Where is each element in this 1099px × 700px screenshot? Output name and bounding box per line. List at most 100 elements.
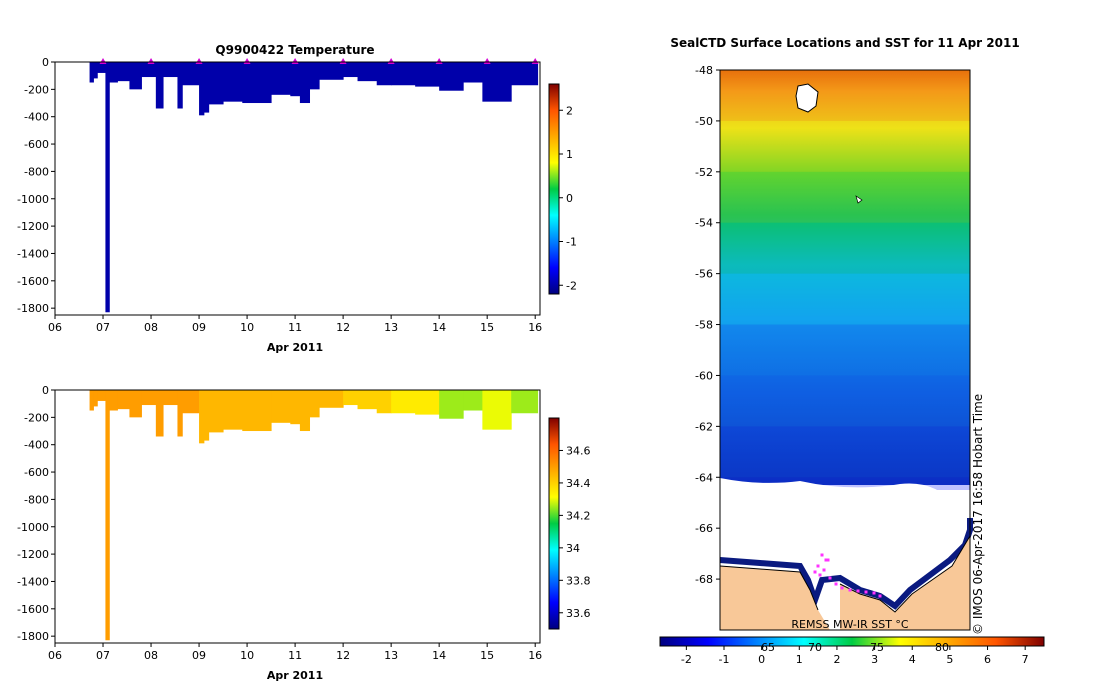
- y-tick-label: -600: [24, 466, 49, 479]
- map-y-axis: -48 -50 -52 -54 -56 -58 -60 -62 -64 -66 -68: [695, 64, 720, 586]
- x-tick-label: 08: [144, 649, 158, 662]
- panel2-colorbar: [548, 417, 560, 630]
- map-lon-tick-label: 65: [761, 641, 775, 654]
- profile-bar-20: [309, 62, 320, 90]
- heard-island: [855, 195, 863, 204]
- day-marker: [387, 58, 395, 64]
- seal-location-marker: [864, 590, 868, 594]
- x-tick-label: 07: [96, 649, 110, 662]
- map-lon-tick-label: 70: [808, 641, 822, 654]
- x-tick-label: 10: [240, 321, 254, 334]
- map-colorbar-tick-label: 0: [758, 653, 765, 666]
- profile-bar-18: [290, 390, 301, 425]
- profile-bar-23: [357, 62, 378, 82]
- profile-bar-27: [439, 390, 464, 419]
- y-tick-label: -1200: [17, 548, 49, 561]
- sst-band-1: [720, 120, 970, 172]
- profile-bar-1: [93, 62, 98, 79]
- x-tick-label: 06: [48, 649, 62, 662]
- x-tick-label: 08: [144, 321, 158, 334]
- seal-location-marker: [818, 573, 822, 577]
- land-east: [840, 536, 970, 630]
- panel2-x-label: Apr 2011: [267, 669, 323, 682]
- panel2-y-axis: 0 -200 -400 -600 -800 -1000 -1200 -1400 -1600 -18…: [17, 384, 55, 643]
- map-y-tick-label: -68: [695, 573, 713, 586]
- seal-location-marker: [816, 564, 820, 568]
- x-tick-label: 07: [96, 321, 110, 334]
- y-tick-label: -800: [24, 493, 49, 506]
- map-colorbar-tick-label: -2: [681, 653, 692, 666]
- profile-bar-11: [182, 390, 200, 414]
- profile-bar-19: [299, 62, 311, 104]
- profile-bar-7: [141, 390, 157, 406]
- panel1-frame: [54, 61, 541, 316]
- x-tick-label: 13: [384, 321, 398, 334]
- profile-bar-12: [199, 390, 205, 444]
- map-y-tick-label: -60: [695, 369, 713, 382]
- sst-band-3: [720, 222, 970, 274]
- map-side-label: © IMOS 06-Apr-2017 16:58 Hobart Time: [971, 394, 985, 635]
- profile-bar-25: [391, 390, 416, 414]
- profile-bar-10: [177, 62, 183, 109]
- seal-location-marker: [848, 588, 852, 592]
- map-source-label: REMSS MW-IR SST °C: [791, 618, 909, 631]
- seal-location-marker: [828, 576, 832, 580]
- profile-bar-5: [117, 390, 130, 410]
- y-tick-label: -800: [24, 165, 49, 178]
- colorbar-tick-label: 2: [566, 104, 573, 117]
- map-y-tick-label: -54: [695, 217, 713, 230]
- profile-bar-0: [89, 390, 94, 411]
- profile-bar-4: [109, 390, 118, 411]
- profile-bar-30: [511, 390, 539, 414]
- seal-location-marker: [834, 582, 838, 586]
- sst-band-2: [720, 171, 970, 223]
- profile-bar-15: [223, 390, 243, 430]
- profile-bar-13: [203, 390, 210, 441]
- profile-bar-17: [271, 62, 291, 95]
- seal-location-marker: [813, 570, 817, 574]
- colorbar-tick-label: 34: [566, 542, 580, 555]
- profile-bar-8: [155, 62, 164, 109]
- x-tick-label: 16: [528, 321, 542, 334]
- seal-location-marker: [820, 553, 824, 557]
- map-lon-tick-label: 75: [870, 641, 884, 654]
- map-y-tick-label: -58: [695, 319, 713, 332]
- profile-bar-14: [208, 390, 224, 433]
- profile-bar-3: [105, 62, 110, 313]
- colorbar-tick-label: 1: [566, 148, 573, 161]
- day-marker: [483, 58, 491, 64]
- seal-location-marker: [872, 591, 876, 595]
- profile-bar-17: [271, 390, 291, 423]
- y-tick-label: -1200: [17, 220, 49, 233]
- panel2-profiles: [89, 390, 539, 641]
- map-frame: [719, 69, 971, 631]
- panel1-title: Q9900422 Temperature: [215, 43, 374, 57]
- profile-bar-28: [463, 390, 483, 411]
- profile-bar-16: [242, 390, 272, 432]
- profile-bar-23: [357, 390, 378, 410]
- y-tick-label: -600: [24, 138, 49, 151]
- profile-bar-12: [199, 62, 205, 116]
- profile-bar-26: [415, 62, 440, 87]
- panel1-x-axis: 06 07 08 09 10 11 12 13 14 15 16: [48, 315, 542, 334]
- profile-bar-16: [242, 62, 272, 104]
- coastline: [719, 535, 971, 613]
- profile-bar-19: [299, 390, 311, 432]
- x-tick-label: 09: [192, 321, 206, 334]
- profile-bar-1: [93, 390, 98, 407]
- map-y-tick-label: -56: [695, 268, 713, 281]
- sst-bands: [720, 70, 970, 490]
- x-tick-label: 15: [480, 649, 494, 662]
- y-tick-label: -200: [24, 83, 49, 96]
- seal-location-marker: [856, 589, 860, 593]
- x-tick-label: 13: [384, 649, 398, 662]
- profile-bar-18: [290, 62, 301, 97]
- profile-bar-6: [129, 62, 142, 90]
- panel1-profiles: [89, 62, 539, 313]
- day-marker: [243, 58, 251, 64]
- panel2-frame: [54, 389, 541, 644]
- profile-bar-30: [511, 62, 539, 86]
- profile-bar-9: [163, 390, 178, 406]
- sst-field: [720, 70, 970, 485]
- map-colorbar-tick-label: 2: [833, 653, 840, 666]
